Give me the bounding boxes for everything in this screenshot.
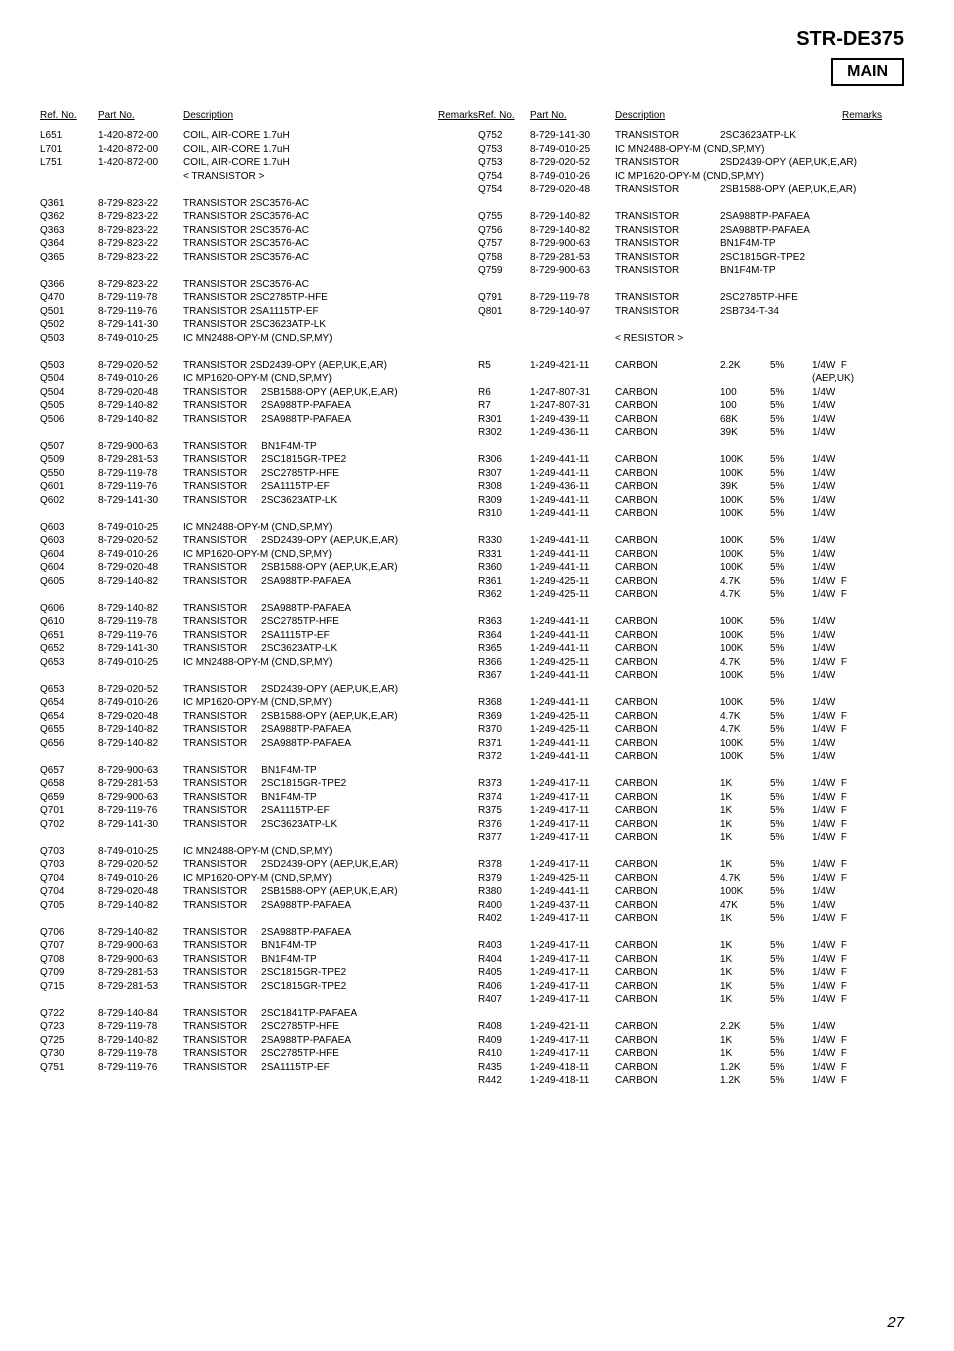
table-row: Q7018-729-119-76TRANSISTOR 2SA1115TP-EFR… (40, 804, 904, 818)
table-row: Q6528-729-141-30TRANSISTOR 2SC3623ATP-LK… (40, 642, 904, 656)
table-row: Q7598-729-900-63TRANSISTORBN1F4M-TP (40, 264, 904, 278)
table-row: Q6568-729-140-82TRANSISTOR 2SA988TP-PAFA… (40, 737, 904, 751)
table-row: L7511-420-872-00COIL, AIR-CORE 1.7uHQ753… (40, 156, 904, 170)
table-row: Q7038-749-010-25IC MN2488-OPY-M (CND,SP,… (40, 845, 904, 859)
table-row: R3621-249-425-11CARBON4.7K5%1/4W F (40, 588, 904, 602)
page-number: 27 (887, 1314, 904, 1331)
table-row: Q6108-729-119-78TRANSISTOR 2SC2785TP-HFE… (40, 615, 904, 629)
table-row: Q6038-729-020-52TRANSISTOR 2SD2439-OPY (… (40, 534, 904, 548)
table-row: Q7068-729-140-82TRANSISTOR 2SA988TP-PAFA… (40, 926, 904, 940)
table-row: Q6518-729-119-76TRANSISTOR 2SA1115TP-EFR… (40, 629, 904, 643)
table-row: Q6598-729-900-63TRANSISTOR BN1F4M-TPR374… (40, 791, 904, 805)
table-row: Q5068-729-140-82TRANSISTOR 2SA988TP-PAFA… (40, 413, 904, 427)
table-row: R3101-249-441-11CARBON100K5%1/4W (40, 507, 904, 521)
table-row: Q7158-729-281-53TRANSISTOR 2SC1815GR-TPE… (40, 980, 904, 994)
table-row: Q7088-729-900-63TRANSISTOR BN1F4M-TPR404… (40, 953, 904, 967)
table-row: L6511-420-872-00COIL, AIR-CORE 1.7uHQ752… (40, 129, 904, 143)
header-desc-2: Description (615, 110, 665, 121)
table-row: Q5048-729-020-48TRANSISTOR 2SB1588-OPY (… (40, 386, 904, 400)
table-row: Q7228-729-140-84TRANSISTOR 2SC1841TP-PAF… (40, 1007, 904, 1021)
table-row: Q6058-729-140-82TRANSISTOR 2SA988TP-PAFA… (40, 575, 904, 589)
table-row: Q7238-729-119-78TRANSISTOR 2SC2785TP-HFE… (40, 1020, 904, 1034)
table-row: Q6048-749-010-26IC MP1620-OPY-M (CND,SP,… (40, 548, 904, 562)
table-row: Q7258-729-140-82TRANSISTOR 2SA988TP-PAFA… (40, 1034, 904, 1048)
table-row: Q6578-729-900-63TRANSISTOR BN1F4M-TP (40, 764, 904, 778)
parts-list-table: Ref. No. Part No. Description Remarks Re… (40, 110, 904, 1088)
table-row: Q6538-749-010-25IC MN2488-OPY-M (CND,SP,… (40, 656, 904, 670)
table-row: Q5038-749-010-25IC MN2488-OPY-M (CND,SP,… (40, 332, 904, 346)
table-row: Q6028-729-141-30TRANSISTOR 2SC3623ATP-LK… (40, 494, 904, 508)
table-row: Q7038-729-020-52TRANSISTOR 2SD2439-OPY (… (40, 858, 904, 872)
main-label-box: MAIN (831, 58, 904, 86)
header-ref-1: Ref. No. (40, 110, 77, 121)
table-row: Q6538-729-020-52TRANSISTOR 2SD2439-OPY (… (40, 683, 904, 697)
table-row: R4071-249-417-11CARBON1K5%1/4W F (40, 993, 904, 1007)
table-row: Q7058-729-140-82TRANSISTOR 2SA988TP-PAFA… (40, 899, 904, 913)
table-row: Q6548-729-020-48TRANSISTOR 2SB1588-OPY (… (40, 710, 904, 724)
table-row: Q3648-729-823-22TRANSISTOR 2SC3576-ACQ75… (40, 237, 904, 251)
table-row: Q5048-749-010-26IC MP1620-OPY-M (CND,SP,… (40, 372, 904, 386)
table-row: Q3658-729-823-22TRANSISTOR 2SC3576-ACQ75… (40, 251, 904, 265)
table-row: R4421-249-418-11CARBON1.2K5%1/4W F (40, 1074, 904, 1088)
table-row: Q7048-729-020-48TRANSISTOR 2SB1588-OPY (… (40, 885, 904, 899)
document-title: STR-DE375 (796, 28, 904, 51)
column-headers: Ref. No. Part No. Description Remarks Re… (40, 110, 904, 121)
table-row: Q6018-729-119-76TRANSISTOR 2SA1115TP-EFR… (40, 480, 904, 494)
table-row: Q5018-729-119-76TRANSISTOR 2SA1115TP-EFQ… (40, 305, 904, 319)
header-rem-1: Remarks (438, 110, 478, 121)
header-part-2: Part No. (530, 110, 567, 121)
table-row: Q4708-729-119-78TRANSISTOR 2SC2785TP-HFE… (40, 291, 904, 305)
table-row: Q7518-729-119-76TRANSISTOR 2SA1115TP-EFR… (40, 1061, 904, 1075)
header-desc-1: Description (183, 110, 233, 121)
header-rem-2: Remarks (842, 110, 882, 121)
table-row: Q3668-729-823-22TRANSISTOR 2SC3576-AC (40, 278, 904, 292)
table-row: Q7048-749-010-26IC MP1620-OPY-M (CND,SP,… (40, 872, 904, 886)
table-row: Q6038-749-010-25IC MN2488-OPY-M (CND,SP,… (40, 521, 904, 535)
table-row: Q6548-749-010-26IC MP1620-OPY-M (CND,SP,… (40, 696, 904, 710)
table-row: L7011-420-872-00COIL, AIR-CORE 1.7uHQ753… (40, 143, 904, 157)
table-row: Q5038-729-020-52TRANSISTOR 2SD2439-OPY (… (40, 359, 904, 373)
table-row: R4021-249-417-11CARBON1K5%1/4W F (40, 912, 904, 926)
table-row: Q7098-729-281-53TRANSISTOR 2SC1815GR-TPE… (40, 966, 904, 980)
table-row (40, 345, 904, 359)
table-row: Q7308-729-119-78TRANSISTOR 2SC2785TP-HFE… (40, 1047, 904, 1061)
table-row: Q3638-729-823-22TRANSISTOR 2SC3576-ACQ75… (40, 224, 904, 238)
table-row: Q7548-729-020-48TRANSISTOR2SB1588-OPY (A… (40, 183, 904, 197)
table-row: Q5508-729-119-78TRANSISTOR 2SC2785TP-HFE… (40, 467, 904, 481)
table-row: Q3618-729-823-22TRANSISTOR 2SC3576-AC (40, 197, 904, 211)
table-row: Q5078-729-900-63TRANSISTOR BN1F4M-TP (40, 440, 904, 454)
table-body: L6511-420-872-00COIL, AIR-CORE 1.7uHQ752… (40, 129, 904, 1088)
table-row: Q7028-729-141-30TRANSISTOR 2SC3623ATP-LK… (40, 818, 904, 832)
table-row: Q5098-729-281-53TRANSISTOR 2SC1815GR-TPE… (40, 453, 904, 467)
table-row: Q5058-729-140-82TRANSISTOR 2SA988TP-PAFA… (40, 399, 904, 413)
table-row: Q5028-729-141-30TRANSISTOR 2SC3623ATP-LK (40, 318, 904, 332)
table-row: R3021-249-436-11CARBON39K5%1/4W (40, 426, 904, 440)
table-row: R3721-249-441-11CARBON100K5%1/4W (40, 750, 904, 764)
table-row: < TRANSISTOR >Q7548-749-010-26IC MP1620-… (40, 170, 904, 184)
header-ref-2: Ref. No. (478, 110, 515, 121)
table-row: R3671-249-441-11CARBON100K5%1/4W (40, 669, 904, 683)
table-row: R3771-249-417-11CARBON1K5%1/4W F (40, 831, 904, 845)
table-row: Q6558-729-140-82TRANSISTOR 2SA988TP-PAFA… (40, 723, 904, 737)
table-row: Q6068-729-140-82TRANSISTOR 2SA988TP-PAFA… (40, 602, 904, 616)
table-row: Q3628-729-823-22TRANSISTOR 2SC3576-ACQ75… (40, 210, 904, 224)
header-part-1: Part No. (98, 110, 135, 121)
table-row: Q6048-729-020-48TRANSISTOR 2SB1588-OPY (… (40, 561, 904, 575)
table-row: Q7078-729-900-63TRANSISTOR BN1F4M-TPR403… (40, 939, 904, 953)
table-row: Q6588-729-281-53TRANSISTOR 2SC1815GR-TPE… (40, 777, 904, 791)
